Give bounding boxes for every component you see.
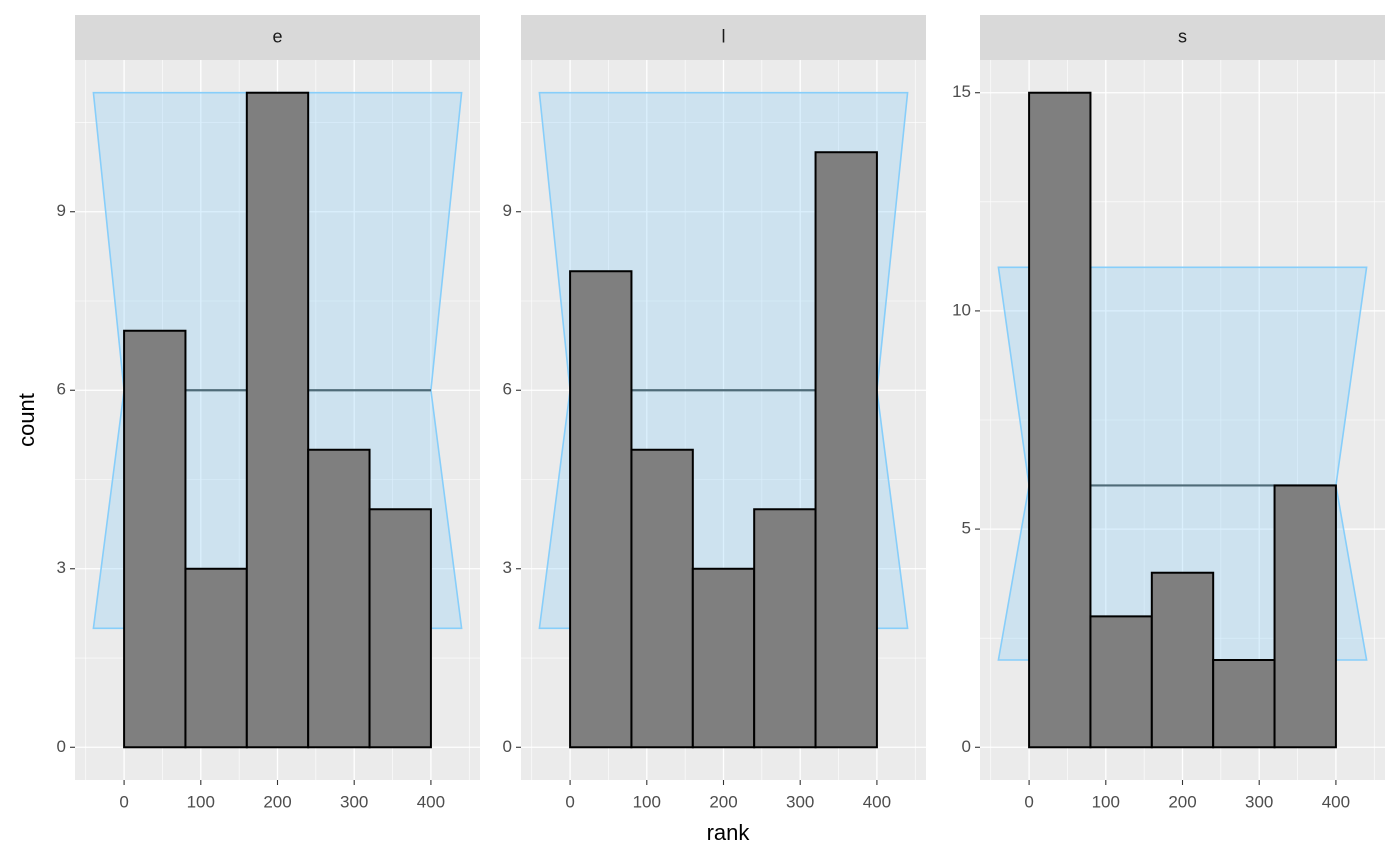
x-tick-label: 400	[417, 792, 445, 811]
bar	[1028, 91, 1092, 749]
strip-label: e	[272, 26, 282, 46]
y-tick-label: 15	[952, 82, 971, 101]
bar	[1089, 615, 1153, 749]
y-tick-label: 0	[962, 737, 971, 756]
bar	[814, 151, 878, 749]
y-tick-label: 0	[57, 737, 66, 756]
y-tick-label: 0	[503, 737, 512, 756]
bar	[753, 508, 817, 749]
y-tick-label: 6	[57, 380, 66, 399]
bar	[307, 448, 371, 749]
x-tick-label: 300	[1245, 792, 1273, 811]
x-tick-label: 200	[263, 792, 291, 811]
y-tick-label: 3	[57, 558, 66, 577]
bar	[1273, 484, 1337, 749]
bar	[630, 448, 694, 749]
x-tick-label: 300	[786, 792, 814, 811]
x-tick-label: 0	[119, 792, 128, 811]
y-tick-label: 10	[952, 300, 971, 319]
bar	[368, 508, 432, 749]
x-tick-label: 300	[340, 792, 368, 811]
strip-label: s	[1178, 26, 1187, 46]
y-tick-label: 9	[503, 201, 512, 220]
bar	[123, 329, 187, 749]
strip-label: l	[722, 26, 726, 46]
x-tick-label: 100	[1092, 792, 1120, 811]
bar	[1212, 659, 1276, 749]
strip	[980, 15, 1385, 60]
x-tick-label: 0	[1024, 792, 1033, 811]
bar	[1150, 571, 1215, 749]
x-tick-label: 400	[1322, 792, 1350, 811]
y-axis-title: count	[14, 393, 39, 447]
y-tick-label: 6	[503, 380, 512, 399]
bar	[569, 270, 633, 749]
bar	[245, 91, 310, 749]
y-tick-label: 9	[57, 201, 66, 220]
strip	[75, 15, 480, 60]
x-tick-label: 0	[565, 792, 574, 811]
bar	[691, 567, 756, 749]
bar	[184, 567, 248, 749]
x-axis-title: rank	[707, 820, 751, 845]
x-tick-label: 200	[1168, 792, 1196, 811]
x-tick-label: 400	[863, 792, 891, 811]
strip	[521, 15, 926, 60]
x-tick-label: 200	[709, 792, 737, 811]
x-tick-label: 100	[187, 792, 215, 811]
x-tick-label: 100	[633, 792, 661, 811]
y-tick-label: 5	[962, 519, 971, 538]
y-tick-label: 3	[503, 558, 512, 577]
